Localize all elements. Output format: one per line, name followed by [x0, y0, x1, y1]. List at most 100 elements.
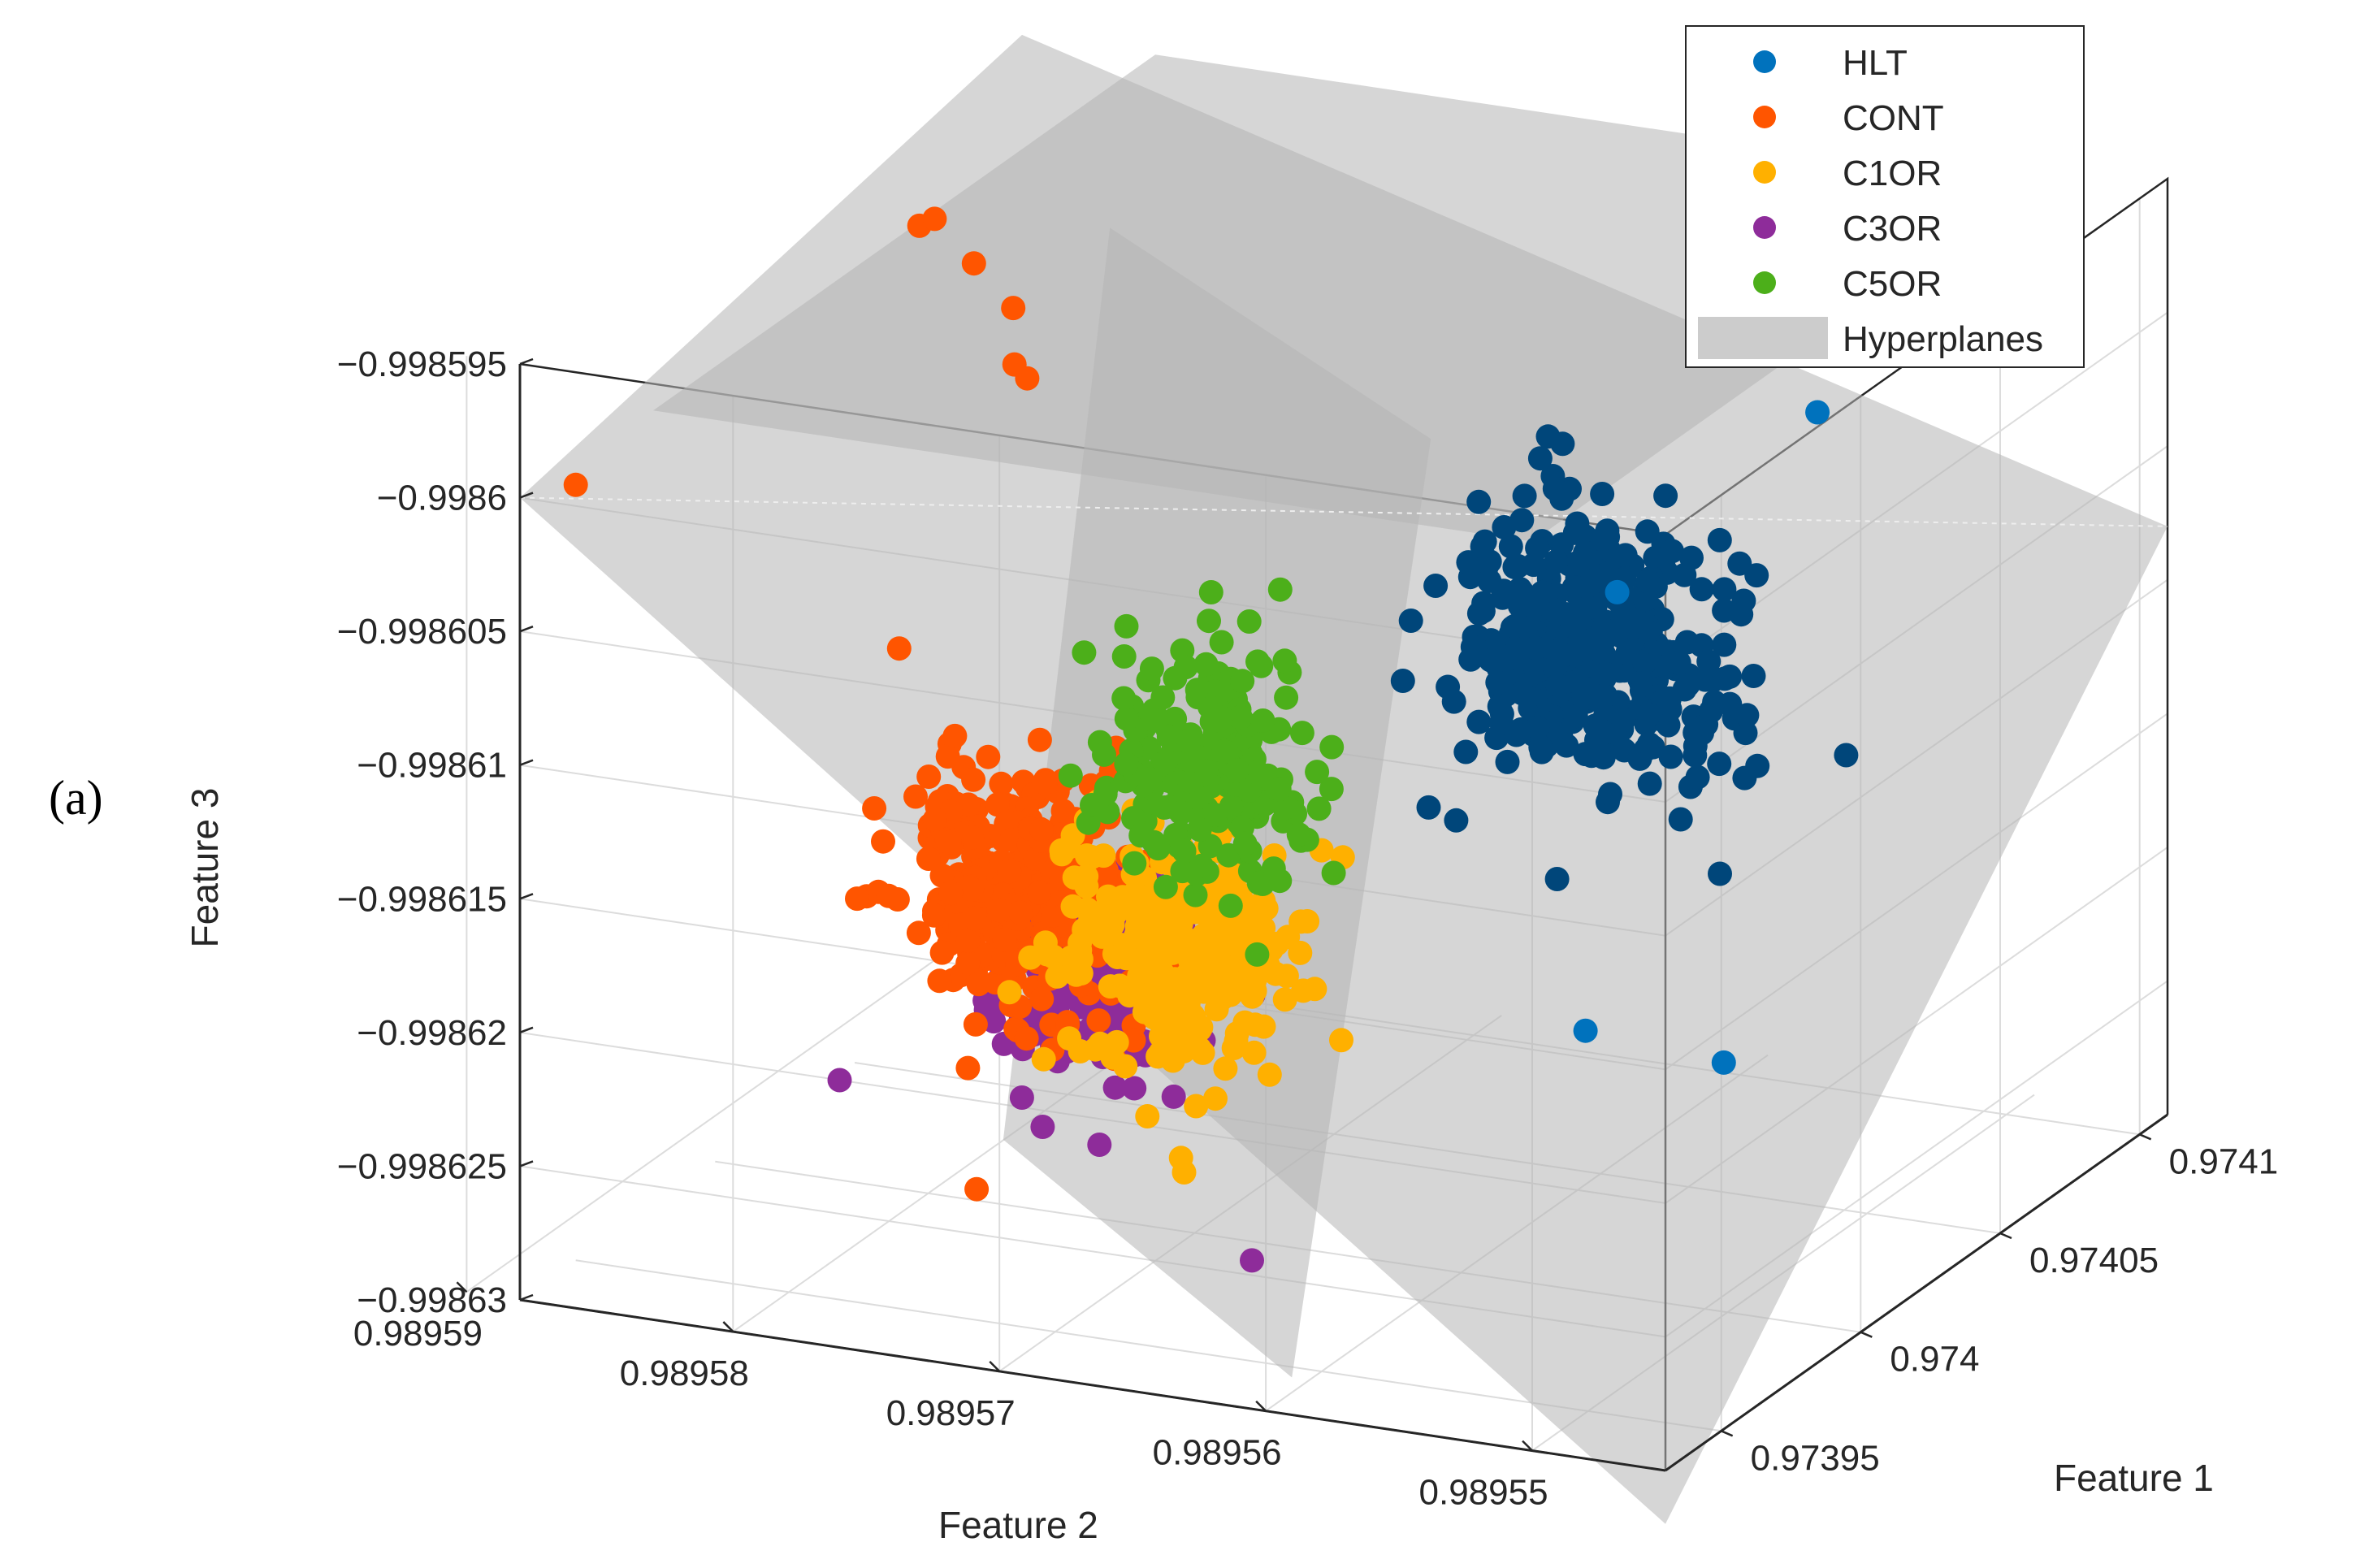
data-point-c5or — [1305, 760, 1330, 785]
data-point-c5or — [1189, 853, 1214, 878]
data-point-cont — [976, 744, 1001, 769]
data-point-cont — [1093, 863, 1118, 888]
data-point-c5or — [1176, 729, 1201, 754]
data-point-hlt — [1712, 598, 1737, 623]
data-point-cont-outlier — [961, 251, 986, 276]
data-point-hlt — [1658, 744, 1683, 769]
data-point-hlt — [1495, 749, 1520, 774]
data-point-c1or — [1193, 945, 1219, 970]
z-tick-mark — [519, 1160, 534, 1167]
y-tick-label: 0.98958 — [620, 1354, 749, 1393]
data-point-cont — [942, 723, 968, 748]
y-tick-mark — [989, 1361, 1001, 1372]
data-point-c1or — [1045, 964, 1070, 989]
legend-label: C5OR — [1843, 264, 1942, 304]
legend: HLT CONT C1OR C3OR C5OR Hyperplanes — [1685, 25, 2085, 368]
data-point-hlt — [1621, 615, 1645, 640]
data-point-cont — [955, 928, 981, 953]
x-axis-line — [1665, 1113, 2168, 1472]
data-point-hlt — [1576, 595, 1600, 620]
data-point-hlt — [1689, 577, 1714, 602]
data-point-c1or — [1081, 918, 1106, 943]
data-point-hlt — [1735, 703, 1760, 728]
z-tick-label: −0.998595 — [337, 344, 507, 384]
data-point-c5or — [1245, 649, 1270, 674]
data-point-c5or — [1267, 577, 1293, 602]
axes — [518, 364, 2168, 1472]
data-point-cont — [906, 920, 931, 946]
data-point-c1or — [1251, 1014, 1276, 1039]
data-point-hlt — [1512, 483, 1537, 509]
legend-label: C1OR — [1843, 154, 1942, 193]
data-point-cont — [845, 886, 869, 912]
data-point-c5or — [1232, 831, 1258, 856]
data-point-c1or — [1254, 896, 1279, 921]
data-point-c3or — [1009, 1085, 1034, 1110]
x-tick-mark — [1999, 1232, 2012, 1240]
series-hlt — [1390, 400, 1859, 1075]
x-tick-mark — [1721, 1430, 1734, 1437]
data-point-c5or — [1211, 739, 1236, 764]
data-point-c5or — [1286, 822, 1311, 847]
data-point-c5or — [1274, 685, 1299, 710]
x-axis-label: Feature 1 — [2054, 1457, 2214, 1499]
data-point-c5or — [1224, 758, 1249, 782]
data-point-c1or — [1257, 1062, 1282, 1087]
data-point-c5or — [1168, 800, 1193, 825]
data-point-hlt — [1453, 739, 1479, 765]
data-point-c1or — [1288, 940, 1313, 965]
data-point-c1or — [1234, 968, 1259, 993]
z-tick-label: −0.998605 — [337, 612, 507, 652]
data-point-c5or — [1230, 669, 1255, 694]
data-point-cont — [916, 765, 942, 789]
legend-item-c1or: C1OR — [1753, 154, 1942, 193]
legend-item-c3or: C3OR — [1753, 209, 1942, 249]
data-point-hlt — [1542, 476, 1567, 501]
data-point-c5or — [1228, 704, 1253, 730]
data-point-hlt — [1456, 550, 1481, 575]
data-point-c1or — [1329, 1028, 1353, 1053]
z-tick-mark — [519, 625, 534, 633]
data-point-c1or — [1105, 945, 1130, 969]
z-tick-label: −0.99861 — [357, 746, 507, 786]
data-point-c1or — [1213, 968, 1238, 994]
data-point-hlt — [1699, 699, 1723, 724]
z-tick-label: −0.99862 — [357, 1013, 507, 1053]
data-point-hlt — [1685, 765, 1710, 790]
legend-label: C3OR — [1843, 209, 1942, 249]
legend-item-c5or: C5OR — [1753, 264, 1942, 304]
data-point-c5or — [1092, 742, 1116, 767]
data-point-c5or — [1289, 721, 1314, 746]
data-point-cont — [1033, 770, 1058, 795]
data-point-cont — [876, 883, 901, 908]
y-tick-mark — [722, 1321, 734, 1332]
data-point-cont — [935, 744, 960, 769]
data-point-c5or — [1272, 648, 1297, 674]
data-point-cont — [871, 829, 895, 854]
y-axis-line — [519, 1298, 1666, 1472]
data-point-c5or — [1202, 802, 1227, 827]
data-point-cont — [929, 940, 955, 965]
data-point-c3or — [1122, 1076, 1147, 1101]
data-point-c1or — [1274, 964, 1299, 989]
legend-marker-c1or — [1753, 161, 1776, 184]
data-point-cont — [989, 771, 1014, 796]
legend-label: HLT — [1843, 43, 1908, 83]
data-point-c1or — [1204, 997, 1229, 1022]
data-point-c3or — [1030, 1115, 1055, 1139]
data-point-cont — [955, 951, 981, 976]
data-point-hlt — [1554, 733, 1579, 758]
data-point-c5or — [1114, 706, 1139, 731]
data-point-c5or — [1267, 777, 1292, 802]
data-point-hlt — [1668, 807, 1693, 832]
data-point-c1or — [997, 980, 1022, 1005]
data-point-hlt — [1708, 861, 1732, 886]
legend-box — [1685, 25, 2085, 368]
data-point-hlt — [1515, 685, 1540, 710]
data-point-cont — [862, 796, 887, 821]
data-point-c1or — [1057, 1026, 1082, 1051]
data-point-cont — [1029, 817, 1054, 842]
y-tick-mark — [1255, 1400, 1267, 1412]
data-point-c1or — [1049, 838, 1074, 863]
